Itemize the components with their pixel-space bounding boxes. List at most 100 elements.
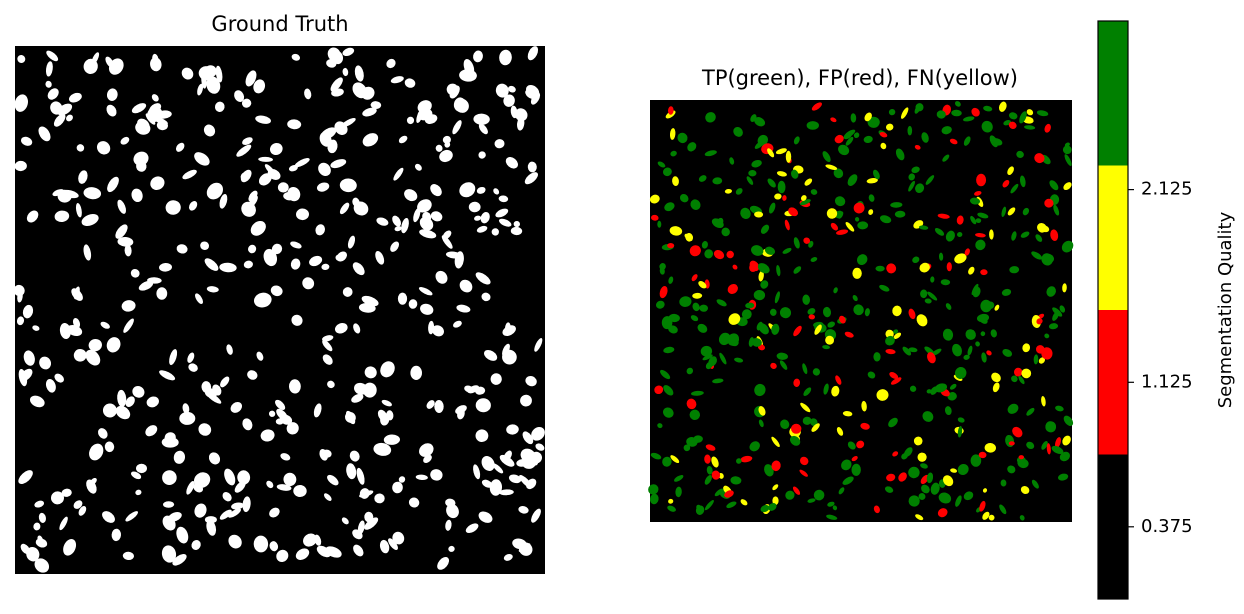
- ground-truth-blob: [106, 337, 121, 353]
- tp-blob: [1045, 421, 1057, 433]
- ground-truth-blob: [531, 508, 541, 523]
- fn-blob: [1007, 207, 1016, 216]
- fp-blob: [740, 455, 753, 463]
- ground-truth-blob: [260, 429, 275, 442]
- fn-blob: [814, 324, 822, 335]
- fp-blob: [1012, 426, 1023, 438]
- ground-truth-blob: [100, 321, 110, 329]
- fp-blob: [784, 219, 790, 231]
- tp-blob: [1052, 311, 1060, 321]
- ground-truth-blob: [138, 280, 154, 291]
- tp-blob: [719, 352, 727, 365]
- ground-truth-blob: [102, 511, 115, 523]
- tp-blob: [1019, 515, 1025, 521]
- ground-truth-blob: [416, 109, 424, 123]
- tp-blob: [822, 306, 832, 318]
- tp-blob: [649, 493, 659, 505]
- tp-blob: [704, 500, 714, 511]
- colorbar-tick-label: 2.125: [1141, 179, 1193, 200]
- ground-truth-blob: [327, 47, 341, 62]
- ground-truth-blob: [39, 356, 52, 370]
- ground-truth-blob: [66, 114, 73, 122]
- ground-truth-blob: [137, 118, 150, 130]
- tp-blob: [730, 476, 742, 485]
- tp-blob: [692, 302, 700, 312]
- ground-truth-blob: [352, 82, 367, 99]
- fn-blob: [825, 164, 838, 170]
- ground-truth-blob: [54, 373, 64, 383]
- ground-truth-blob: [179, 411, 196, 425]
- ground-truth-blob: [83, 58, 98, 74]
- tp-blob: [668, 276, 674, 284]
- fp-blob: [793, 378, 801, 387]
- tp-blob: [942, 328, 954, 341]
- ground-truth-blob: [96, 141, 111, 155]
- tp-blob: [1059, 451, 1071, 462]
- ground-truth-blob: [130, 268, 140, 278]
- fp-blob: [691, 274, 698, 282]
- fn-blob: [880, 142, 887, 150]
- fn-blob: [785, 150, 792, 163]
- ground-truth-blob: [442, 135, 451, 144]
- ground-truth-blob: [63, 538, 77, 556]
- fn-blob: [988, 514, 995, 521]
- fp-blob: [879, 132, 888, 138]
- ground-truth-blob: [220, 376, 230, 388]
- tp-blob: [822, 345, 830, 350]
- tp-blob: [662, 167, 672, 177]
- tp-blob: [677, 132, 688, 144]
- tp-blob: [769, 308, 777, 316]
- tp-blob: [670, 150, 677, 157]
- ground-truth-blob: [419, 216, 434, 231]
- ground-truth-blob: [106, 88, 118, 101]
- fn-blob: [767, 148, 775, 158]
- tp-blob: [700, 345, 713, 357]
- ground-truth-blob: [169, 349, 178, 366]
- fp-blob: [836, 229, 849, 235]
- ground-truth-blob: [326, 59, 337, 68]
- ground-truth-blob: [388, 538, 398, 550]
- ground-truth-blob: [148, 103, 162, 115]
- tp-blob: [888, 108, 896, 116]
- ground-truth-blob: [390, 241, 400, 252]
- fp-blob: [749, 262, 759, 272]
- ground-truth-blob: [510, 226, 523, 236]
- ground-truth-blob: [408, 299, 418, 309]
- ground-truth-blob: [380, 413, 390, 426]
- ground-truth-blob: [57, 103, 73, 116]
- tp-blob: [1031, 251, 1043, 260]
- tp-blob: [936, 110, 946, 119]
- ground-truth-blob: [78, 170, 88, 184]
- ground-truth-blob: [512, 538, 527, 550]
- fp-blob: [1036, 318, 1043, 325]
- ground-truth-blob: [242, 496, 251, 513]
- ground-truth-blob: [525, 375, 537, 387]
- tp-blob: [852, 295, 858, 302]
- ground-truth-blob: [401, 217, 409, 234]
- fn-blob: [861, 400, 867, 412]
- ground-truth-blob: [73, 500, 83, 509]
- tp-blob: [655, 300, 665, 309]
- tp-blob: [706, 466, 713, 475]
- fp-blob: [853, 202, 865, 214]
- ground-truth-blob: [206, 392, 222, 404]
- tp-blob: [683, 444, 691, 452]
- fp-blob: [830, 117, 837, 123]
- tp-blob: [1016, 150, 1024, 158]
- fn-blob: [1040, 225, 1050, 233]
- ground-truth-blob: [290, 258, 301, 270]
- tp-blob: [970, 454, 982, 467]
- fp-blob: [889, 372, 899, 379]
- tp-blob: [1026, 441, 1035, 450]
- tp-blob: [885, 486, 894, 493]
- ground-truth-blob: [115, 224, 128, 239]
- ground-truth-blob: [136, 463, 147, 474]
- ground-truth-blob: [374, 493, 385, 504]
- ground-truth-blob: [353, 544, 364, 557]
- ground-truth-blob: [383, 434, 400, 445]
- ground-truth-blob: [117, 236, 134, 247]
- tp-blob: [807, 308, 816, 315]
- ground-truth-blob: [503, 450, 512, 462]
- fp-blob: [799, 456, 809, 466]
- tp-blob: [918, 225, 929, 230]
